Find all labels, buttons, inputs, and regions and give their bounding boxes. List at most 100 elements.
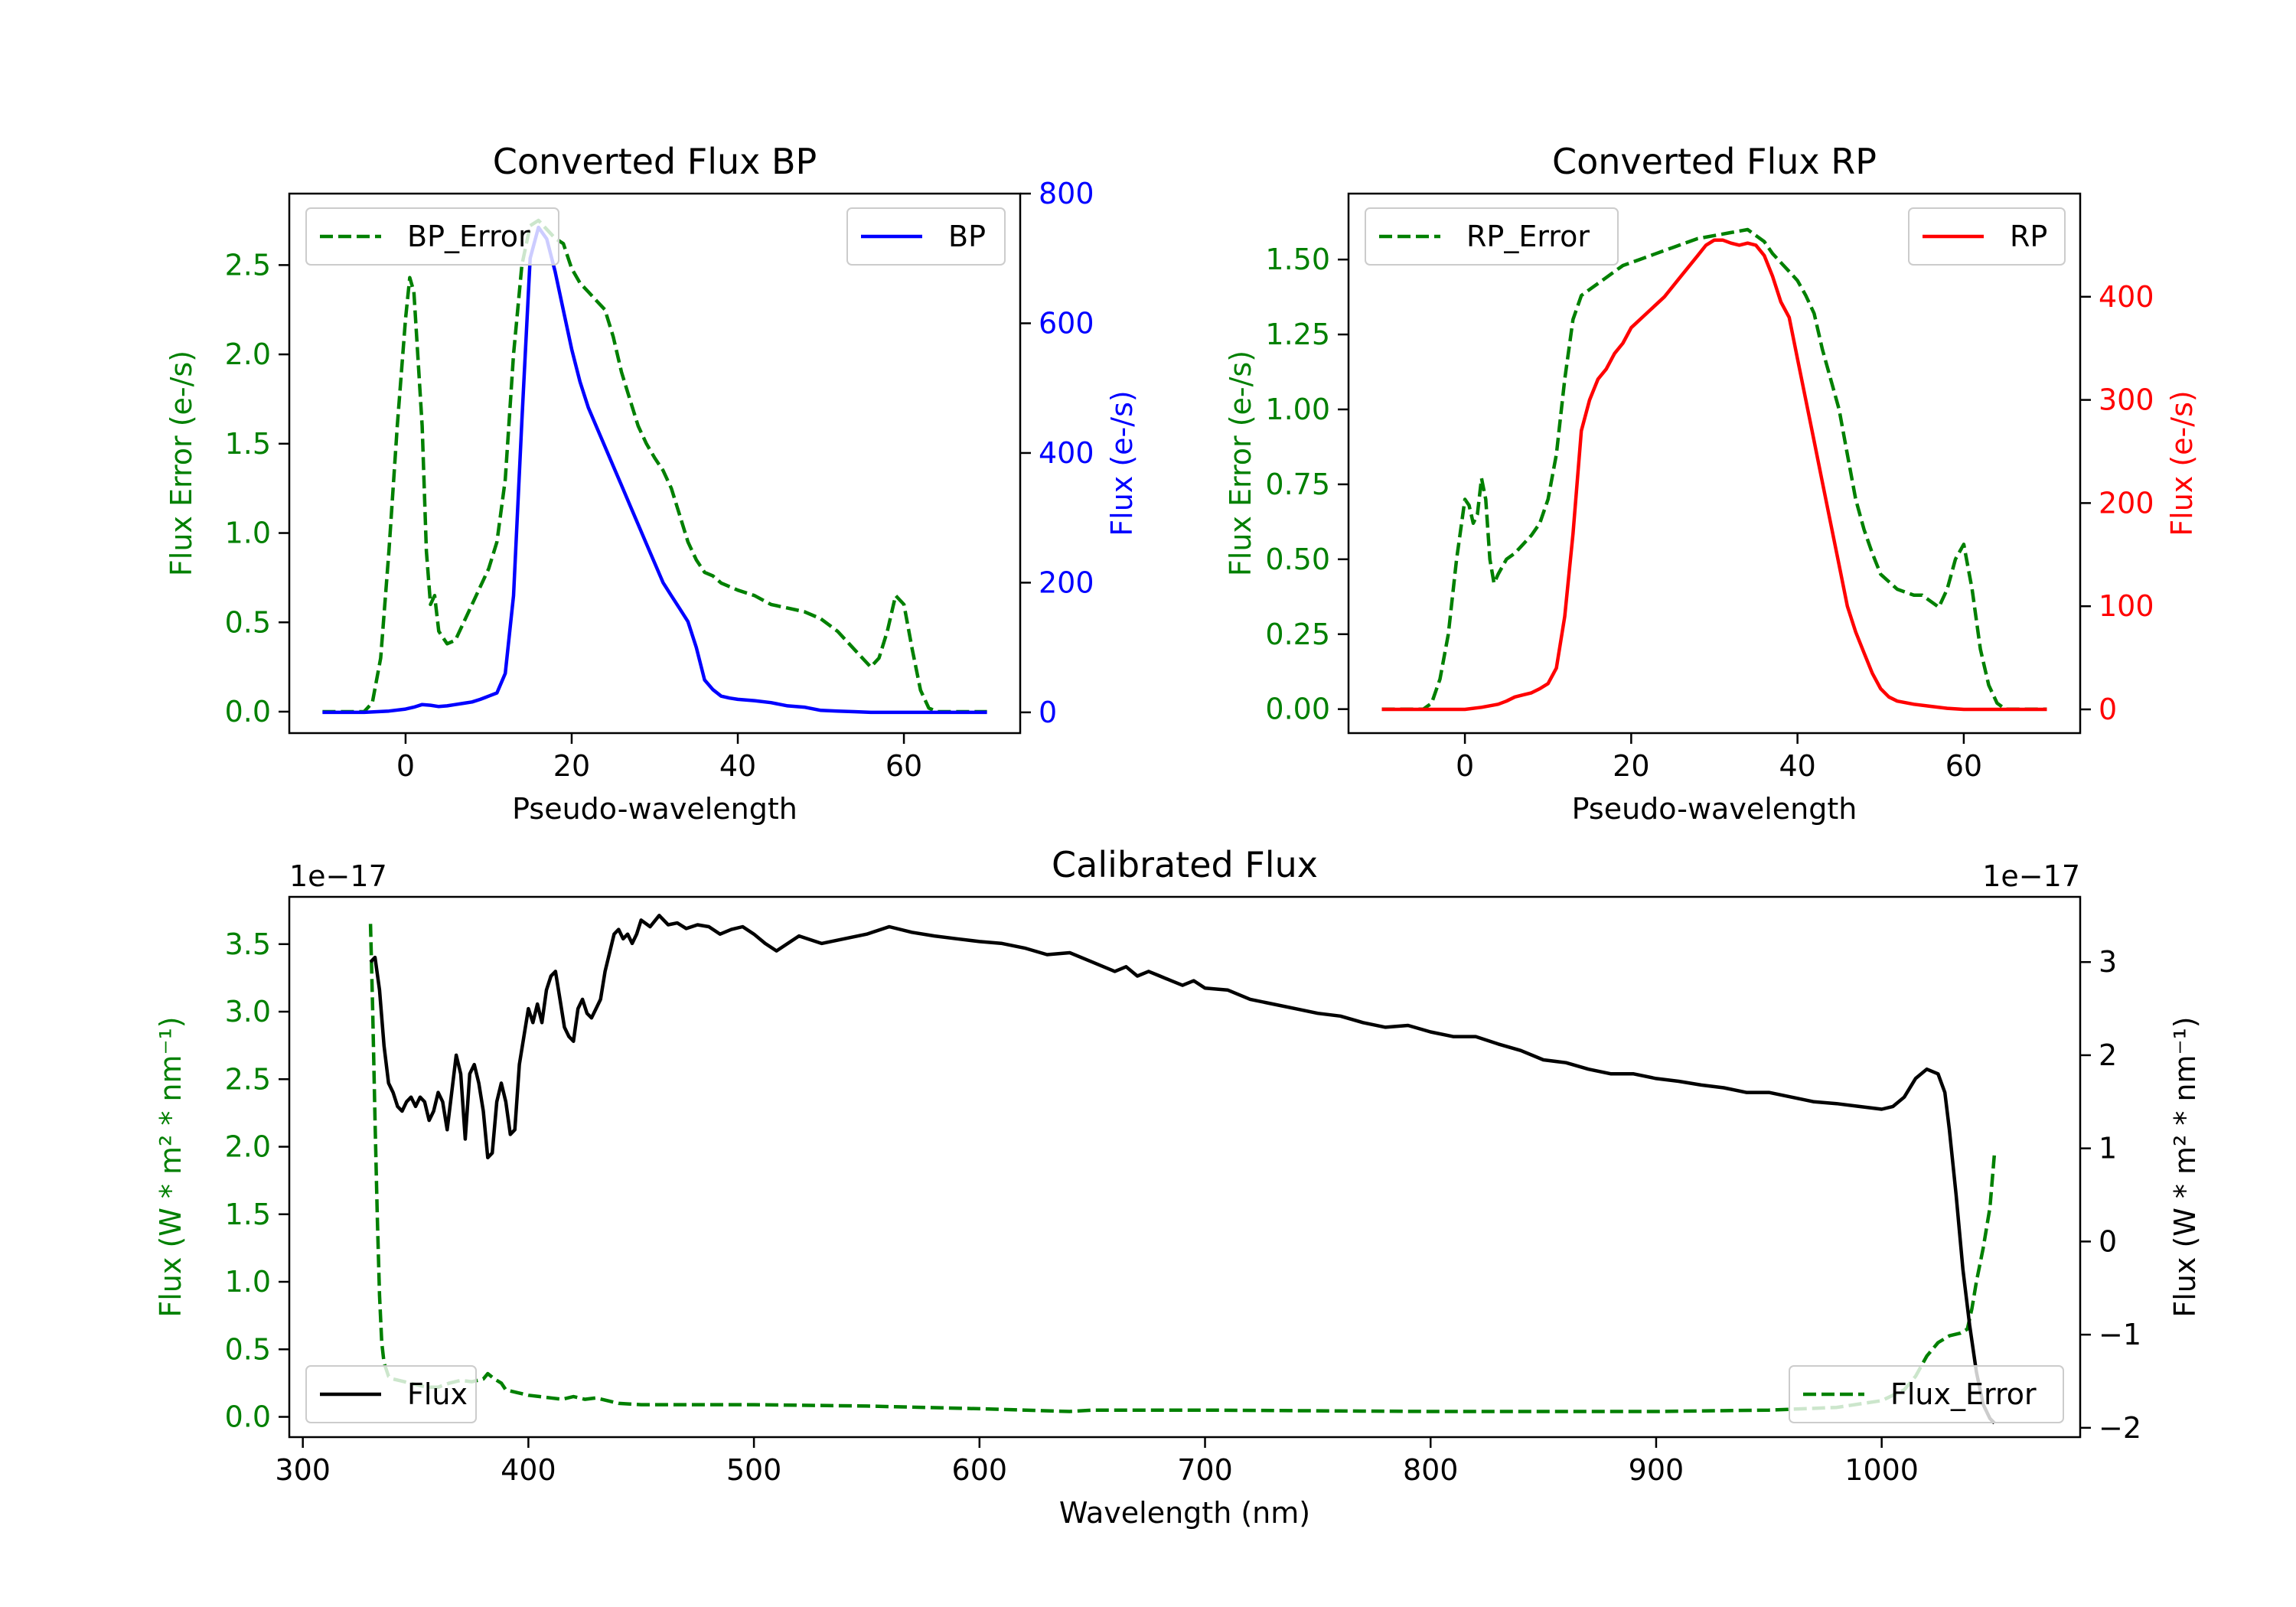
y-tick-label-left: 1.25 <box>1265 318 1330 351</box>
series-bp <box>322 225 987 715</box>
y-tick-label-left: 2.5 <box>225 248 271 282</box>
legend-label: Flux <box>407 1377 468 1411</box>
legend-label: BP <box>948 220 986 253</box>
legend-box <box>1789 1365 2064 1423</box>
y-tick-label-left: 0.5 <box>225 605 271 639</box>
y-tick-label-left: 3.0 <box>225 995 271 1028</box>
y-tick-label-left: 1.0 <box>225 517 271 550</box>
plot-area <box>1381 227 2047 712</box>
y-tick-label-right: −1 <box>2099 1318 2141 1351</box>
y-tick-label-left: 2.0 <box>225 337 271 371</box>
y-tick-label-right: 400 <box>2099 280 2154 314</box>
legend-right: BP <box>846 207 1006 266</box>
x-axis-label: Pseudo-wavelength <box>512 792 797 826</box>
legend-box <box>1908 207 2066 266</box>
y-tick-label-right: 800 <box>1039 177 1094 210</box>
x-tick-label: 900 <box>1629 1453 1684 1487</box>
y-tick-label-right: 1 <box>2099 1132 2117 1165</box>
y-axis-label-left: Flux Error (e-/s) <box>165 350 198 576</box>
y-tick-label-right: 2 <box>2099 1038 2117 1072</box>
legend-right: Flux_Error <box>1789 1365 2064 1423</box>
y-tick-label-right: 0 <box>1039 696 1057 729</box>
legend-left: Flux <box>305 1365 477 1423</box>
x-tick-label: 0 <box>396 749 415 783</box>
legend-box <box>846 207 1006 266</box>
axes-frame <box>288 192 1022 735</box>
legend-label: RP <box>2010 220 2047 253</box>
legend-label: Flux_Error <box>1890 1377 2037 1411</box>
legend-label: RP_Error <box>1466 220 1590 253</box>
y-tick-label-left: 0.75 <box>1265 468 1330 501</box>
x-tick-label: 400 <box>501 1453 556 1487</box>
x-tick-label: 300 <box>275 1453 331 1487</box>
y-axis-label-right: Flux (e-/s) <box>2165 390 2199 536</box>
series-rp-error <box>1381 227 2047 711</box>
y-axis-label-left: Flux (W * m² * nm⁻¹) <box>154 1016 188 1317</box>
series-flux <box>369 914 1996 1425</box>
y-tick-label-left: 0.0 <box>225 695 271 729</box>
legend-left: BP_Error <box>305 207 559 266</box>
x-axis-label: Wavelength (nm) <box>1059 1496 1310 1530</box>
plot-area <box>322 218 987 715</box>
y-tick-label-left: 1.00 <box>1265 393 1330 426</box>
x-tick-label: 40 <box>719 749 756 783</box>
x-tick-label: 800 <box>1403 1453 1459 1487</box>
legend-box <box>305 207 559 266</box>
y-tick-label-left: 1.5 <box>225 427 271 461</box>
y-axis-label-right: Flux (e-/s) <box>1105 390 1139 536</box>
y-tick-label-right: 200 <box>2099 486 2154 520</box>
legend-box <box>305 1365 477 1423</box>
y-axis-label-right: Flux (W * m² * nm⁻¹) <box>2168 1016 2202 1317</box>
offset-label-left: 1e−17 <box>289 859 387 893</box>
x-tick-label: 1000 <box>1844 1453 1919 1487</box>
y-tick-label-left: 2.5 <box>225 1062 271 1096</box>
x-tick-label: 500 <box>726 1453 782 1487</box>
axes-frame <box>288 895 2082 1439</box>
chart-bp: 0 20 40 60 0.0 0.5 1.0 1.5 2.0 2.5 0 200 400 600 800 Co… <box>165 141 1139 826</box>
chart-title: Converted Flux BP <box>493 141 817 182</box>
x-tick-label: 0 <box>1456 749 1474 783</box>
y-tick-label-right: 3 <box>2099 945 2117 979</box>
legend-right: RP <box>1908 207 2066 266</box>
series-bp-error <box>322 218 987 714</box>
series-rp <box>1381 238 2047 712</box>
series-flux-error <box>368 924 1997 1413</box>
x-tick-label: 60 <box>885 749 922 783</box>
legend-box <box>1365 207 1619 266</box>
chart-title: Converted Flux RP <box>1552 141 1877 182</box>
y-tick-label-left: 1.50 <box>1265 243 1330 276</box>
y-tick-label-left: 0.00 <box>1265 693 1330 726</box>
y-tick-label-right: 100 <box>2099 589 2154 623</box>
chart-title: Calibrated Flux <box>1052 844 1318 885</box>
axes-frame <box>1347 192 2082 735</box>
y-tick-label-left: 0.50 <box>1265 543 1330 576</box>
y-tick-label-left: 0.0 <box>225 1400 271 1434</box>
x-tick-label: 700 <box>1177 1453 1233 1487</box>
legend-label: BP_Error <box>407 220 530 253</box>
x-tick-label: 20 <box>1613 749 1649 783</box>
x-axis-label: Pseudo-wavelength <box>1572 792 1857 826</box>
y-tick-label-right: 300 <box>2099 383 2154 417</box>
y-tick-label-right: 200 <box>1039 566 1094 599</box>
y-tick-label-right: 0 <box>2099 1224 2117 1258</box>
y-tick-label-right: 600 <box>1039 306 1094 340</box>
y-tick-label-left: 0.25 <box>1265 618 1330 651</box>
y-axis-label-left: Flux Error (e-/s) <box>1224 350 1257 576</box>
y-tick-label-left: 1.5 <box>225 1198 271 1231</box>
x-tick-label: 60 <box>1945 749 1982 783</box>
y-tick-label-right: −2 <box>2099 1411 2141 1445</box>
x-tick-label: 600 <box>952 1453 1008 1487</box>
x-tick-label: 40 <box>1779 749 1815 783</box>
chart-rp: 0 20 40 60 0.00 0.25 0.50 0.75 1.00 1.25 1.50 0 100 2… <box>1224 141 2199 826</box>
y-tick-label-right: 0 <box>2099 693 2117 726</box>
chart-calibrated: 300 400 500 600 700 800 900 1000 0.0 0.5 1.0 1.5 2.0… <box>154 844 2202 1530</box>
offset-label-right: 1e−17 <box>1982 859 2080 893</box>
y-tick-label-right: 400 <box>1039 436 1094 470</box>
plot-area <box>368 914 1997 1425</box>
x-tick-label: 20 <box>553 749 590 783</box>
y-tick-label-left: 3.5 <box>225 927 271 961</box>
y-tick-label-left: 2.0 <box>225 1130 271 1164</box>
y-tick-label-left: 0.5 <box>225 1332 271 1366</box>
legend-left: RP_Error <box>1365 207 1619 266</box>
